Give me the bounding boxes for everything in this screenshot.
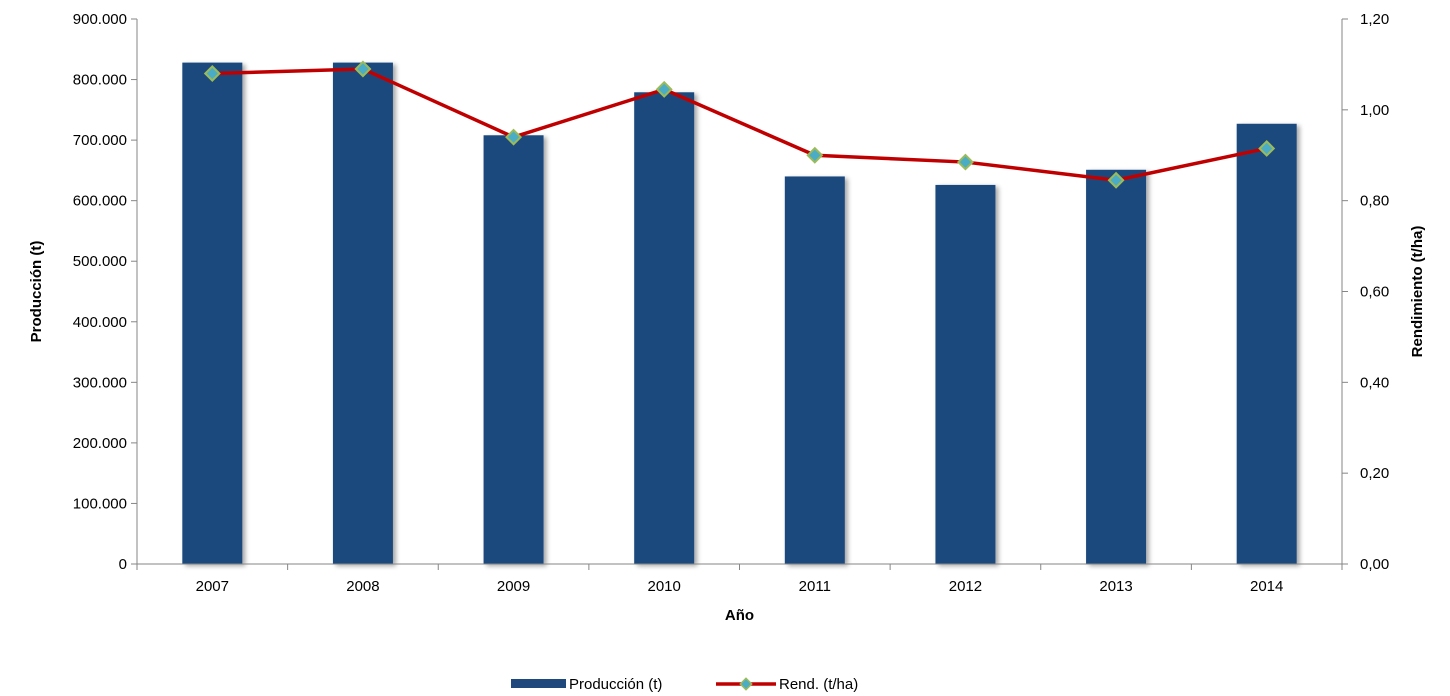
y2-tick-label: 0,40 xyxy=(1360,374,1389,391)
legend-bar-swatch xyxy=(511,679,566,688)
y-tick-label: 800.000 xyxy=(73,72,127,89)
rend-point-2010 xyxy=(655,80,673,98)
y2-tick-label: 1,20 xyxy=(1360,11,1389,28)
legend-line-marker xyxy=(739,677,753,691)
rend-point-2012 xyxy=(956,153,974,171)
rend-point-2014 xyxy=(1258,139,1276,157)
y-tick-label: 0 xyxy=(119,556,127,573)
bars-layer xyxy=(182,62,1297,565)
rend-line xyxy=(212,67,1268,182)
y-tick-label: 700.000 xyxy=(73,132,127,149)
x-tick-label: 2010 xyxy=(648,578,681,595)
y-tick-label: 500.000 xyxy=(73,253,127,270)
legend-line-label: Rend. (t/ha) xyxy=(779,676,858,693)
bar-2012 xyxy=(935,184,996,564)
legend: Producción (t) Rend. (t/ha) xyxy=(511,676,858,693)
legend-bar-label: Producción (t) xyxy=(569,676,662,693)
line-layer xyxy=(203,60,1276,189)
bar-2013 xyxy=(1086,169,1147,565)
y-axis-title: Producción (t) xyxy=(28,241,45,343)
rend-point-2009 xyxy=(505,128,523,146)
rend-point-2008 xyxy=(354,60,372,78)
y-tick-label: 300.000 xyxy=(73,374,127,391)
x-axis-title: Año xyxy=(725,607,754,624)
rend-point-2011 xyxy=(806,146,824,164)
y2-axis-title: Rendimiento (t/ha) xyxy=(1409,226,1426,358)
y2-tick-label: 0,20 xyxy=(1360,465,1389,482)
y2-tick-label: 1,00 xyxy=(1360,102,1389,119)
rend-point-2013 xyxy=(1107,171,1125,189)
y-tick-label: 900.000 xyxy=(73,11,127,28)
bar-2007 xyxy=(182,62,243,564)
bar-2009 xyxy=(483,135,544,564)
bar-2008 xyxy=(332,62,393,564)
x-tick-label: 2014 xyxy=(1250,578,1283,595)
y2-tick-label: 0,00 xyxy=(1360,556,1389,573)
y-tick-label: 600.000 xyxy=(73,193,127,210)
y-tick-label: 400.000 xyxy=(73,314,127,331)
rend-point-2007 xyxy=(203,65,221,82)
x-tick-label: 2013 xyxy=(1099,578,1132,595)
y2-tick-label: 0,60 xyxy=(1360,284,1389,301)
y2-tick-label: 0,80 xyxy=(1360,193,1389,210)
x-tick-label: 2011 xyxy=(799,578,831,595)
x-tick-label: 2012 xyxy=(949,578,982,595)
y-tick-label: 200.000 xyxy=(73,435,127,452)
bar-2010 xyxy=(634,92,695,565)
axes-layer: 0 100.000 200.000 300.000 400.000 500.000 600.… xyxy=(73,11,1389,595)
bar-2014 xyxy=(1236,123,1297,564)
x-tick-label: 2008 xyxy=(346,578,379,595)
bar-2011 xyxy=(784,176,845,564)
y-tick-label: 100.000 xyxy=(73,495,127,512)
x-tick-label: 2007 xyxy=(196,578,229,595)
x-tick-label: 2009 xyxy=(497,578,530,595)
